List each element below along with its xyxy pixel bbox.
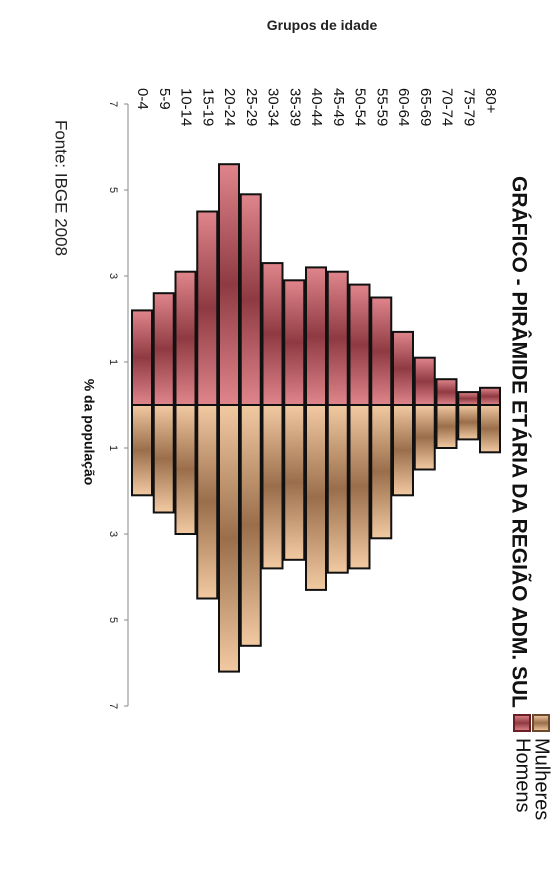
bar-homens xyxy=(174,270,197,407)
bar-mulheres xyxy=(239,404,262,647)
bar-mulheres xyxy=(174,404,197,535)
bar-mulheres xyxy=(413,404,436,471)
x-axis-label: % da população xyxy=(81,379,97,486)
x-tick-label: 3 xyxy=(107,531,119,537)
chart-title: GRÁFICO - PIRÂMIDE ETÁRIA DA REGIÃO ADM.… xyxy=(507,176,531,708)
source-note: Fonte: IBGE 2008 xyxy=(52,120,71,256)
bar-mulheres xyxy=(392,404,414,497)
bar-homens xyxy=(413,356,436,407)
x-tick-label: 3 xyxy=(107,273,119,279)
bar-mulheres xyxy=(348,404,371,570)
x-tick-label: 7 xyxy=(107,101,119,107)
bar-homens xyxy=(152,292,175,407)
bar-homens xyxy=(348,283,371,407)
y-axis-label: Grupos de idade xyxy=(267,17,378,33)
bar-mulheres xyxy=(326,404,349,574)
x-tick-label: 1 xyxy=(107,359,119,365)
category-label: 35-39 xyxy=(286,88,303,126)
bars xyxy=(131,163,501,673)
bar-homens xyxy=(370,296,393,406)
x-axis-ticks: 7 5 3 1 1 3 5 7 xyxy=(107,101,128,709)
bar-homens xyxy=(479,386,501,406)
bar-mulheres xyxy=(283,404,306,561)
category-label: 55-59 xyxy=(373,88,390,126)
bar-homens xyxy=(457,391,480,407)
bar-homens xyxy=(392,330,414,406)
category-label: 20-24 xyxy=(221,88,238,126)
bar-homens xyxy=(196,210,219,406)
x-tick-label: 7 xyxy=(107,703,119,709)
bar-mulheres xyxy=(152,404,175,514)
category-label: 25-29 xyxy=(243,88,260,126)
bar-mulheres xyxy=(370,404,393,540)
category-label: 65-69 xyxy=(417,88,434,126)
bar-homens xyxy=(218,163,240,406)
category-label: 80+ xyxy=(482,88,499,114)
category-label: 60-64 xyxy=(395,88,412,126)
x-tick-label: 5 xyxy=(107,617,119,623)
category-label: 40-44 xyxy=(308,88,325,126)
x-tick-label: 5 xyxy=(107,187,119,193)
bar-homens xyxy=(131,309,153,406)
bar-homens xyxy=(239,193,262,406)
legend-swatch xyxy=(532,714,550,732)
bar-mulheres xyxy=(196,404,219,600)
bar-mulheres xyxy=(457,404,480,441)
bar-mulheres xyxy=(131,404,153,497)
legend-swatch xyxy=(513,714,531,732)
legend-label: Mulheres xyxy=(531,738,553,820)
x-tick-label: 1 xyxy=(107,445,119,451)
category-labels: 0-4 5-9 10-14 15-19 20-24 25-29 30-34 35-39 40-4… xyxy=(134,88,499,126)
category-label: 0-4 xyxy=(134,88,151,110)
bar-homens xyxy=(326,270,349,407)
category-label: 15-19 xyxy=(199,88,216,126)
bar-mulheres xyxy=(305,404,327,591)
category-label: 45-49 xyxy=(330,88,347,126)
bar-mulheres xyxy=(435,404,458,449)
category-label: 5-9 xyxy=(156,88,173,110)
bar-mulheres xyxy=(479,404,501,454)
bar-homens xyxy=(261,262,284,406)
category-label: 10-14 xyxy=(178,88,195,126)
bar-mulheres xyxy=(218,404,240,673)
source-note-group: Fonte: IBGE 2008 xyxy=(52,120,71,256)
bar-homens xyxy=(435,378,458,407)
category-label: 75-79 xyxy=(460,88,477,126)
category-label: 70-74 xyxy=(439,88,456,126)
category-label: 50-54 xyxy=(352,88,369,126)
category-label: 30-34 xyxy=(265,88,282,126)
bar-homens xyxy=(283,279,306,406)
bar-mulheres xyxy=(261,404,284,570)
bar-homens xyxy=(305,266,327,406)
chart-title-group: GRÁFICO - PIRÂMIDE ETÁRIA DA REGIÃO ADM.… xyxy=(507,176,531,708)
legend-label: Homens xyxy=(512,738,534,812)
x-axis-label-group: % da população xyxy=(81,379,97,486)
